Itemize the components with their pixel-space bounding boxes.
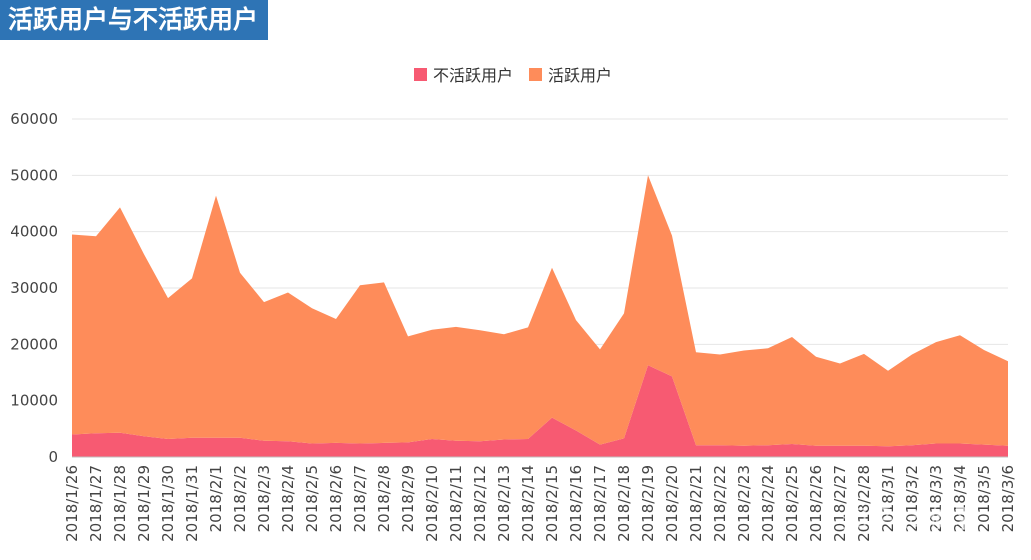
x-tick-label: 2018/2/22 [711, 465, 729, 542]
y-tick-label: 60000 [10, 110, 58, 128]
x-tick-label: 2018/3/5 [975, 465, 993, 532]
x-tick-label: 2018/1/28 [111, 465, 129, 542]
legend[interactable]: 不活跃用户 活跃用户 [414, 66, 612, 85]
x-tick-label: 2018/2/4 [279, 465, 297, 532]
y-tick-label: 40000 [10, 223, 58, 241]
x-tick-label: 2018/2/19 [639, 465, 657, 542]
y-tick-label: 30000 [10, 279, 58, 297]
y-tick-label: 0 [48, 448, 58, 466]
page-title: 活跃用户与不活跃用户 [0, 0, 269, 40]
y-tick-label: 20000 [10, 335, 58, 353]
x-tick-label: 2018/2/13 [495, 465, 513, 542]
x-tick-label: 2018/2/27 [831, 465, 849, 542]
x-tick-label: 2018/2/20 [663, 465, 681, 542]
x-tick-label: 2018/2/11 [447, 465, 465, 542]
x-tick-label: 2018/2/3 [255, 465, 273, 532]
area-series-1 [72, 175, 1008, 447]
y-tick-label: 10000 [10, 392, 58, 410]
x-tick-label: 2018/2/1 [207, 465, 225, 532]
x-tick-label: 2018/3/3 [927, 465, 945, 532]
x-tick-label: 2018/2/23 [735, 465, 753, 542]
x-tick-label: 2018/2/21 [687, 465, 705, 542]
legend-label-inactive[interactable]: 不活跃用户 [433, 66, 513, 85]
x-tick-label: 2018/2/7 [351, 465, 369, 532]
x-tick-label: 2018/1/31 [183, 465, 201, 542]
x-tick-label: 2018/3/4 [951, 465, 969, 532]
x-tick-label: 2018/3/2 [903, 465, 921, 532]
x-tick-label: 2018/2/26 [807, 465, 825, 542]
x-tick-label: 2018/2/8 [375, 465, 393, 532]
x-tick-label: 2018/2/5 [303, 465, 321, 532]
legend-swatch-inactive[interactable] [414, 68, 427, 81]
series-areas [72, 175, 1008, 458]
x-tick-label: 2018/2/28 [855, 465, 873, 542]
x-tick-label: 2018/2/15 [543, 465, 561, 542]
legend-swatch-active[interactable] [529, 68, 542, 81]
x-tick-label: 2018/1/30 [159, 465, 177, 542]
x-tick-label: 2018/2/18 [615, 465, 633, 542]
x-tick-label: 2018/2/16 [567, 465, 585, 542]
x-tick-label: 2018/2/2 [231, 465, 249, 532]
y-tick-label: 50000 [10, 166, 58, 184]
x-tick-label: 2018/2/14 [519, 465, 537, 542]
x-tick-label: 2018/3/6 [999, 465, 1017, 532]
x-axis-labels: 2018/1/26 2018/1/27 2018/1/28 2018/1/29 2018… [63, 465, 1017, 542]
x-tick-label: 2018/1/29 [135, 465, 153, 542]
x-tick-label: 2018/3/1 [879, 465, 897, 532]
area-series-0 [72, 365, 1008, 457]
y-axis-labels: 0 10000 20000 30000 40000 50000 60000 [10, 110, 58, 466]
x-tick-label: 2018/2/9 [399, 465, 417, 532]
x-tick-label: 2018/2/24 [759, 465, 777, 542]
x-tick-label: 2018/2/12 [471, 465, 489, 542]
x-tick-label: 2018/2/25 [783, 465, 801, 542]
x-tick-label: 2018/2/6 [327, 465, 345, 532]
x-tick-label: 2018/2/17 [591, 465, 609, 542]
legend-label-active[interactable]: 活跃用户 [548, 66, 612, 85]
x-tick-label: 2018/2/10 [423, 465, 441, 542]
x-tick-label: 2018/1/26 [63, 465, 81, 542]
watermark: 知乎 @佛羽 [842, 505, 980, 535]
x-tick-label: 2018/1/27 [87, 465, 105, 542]
